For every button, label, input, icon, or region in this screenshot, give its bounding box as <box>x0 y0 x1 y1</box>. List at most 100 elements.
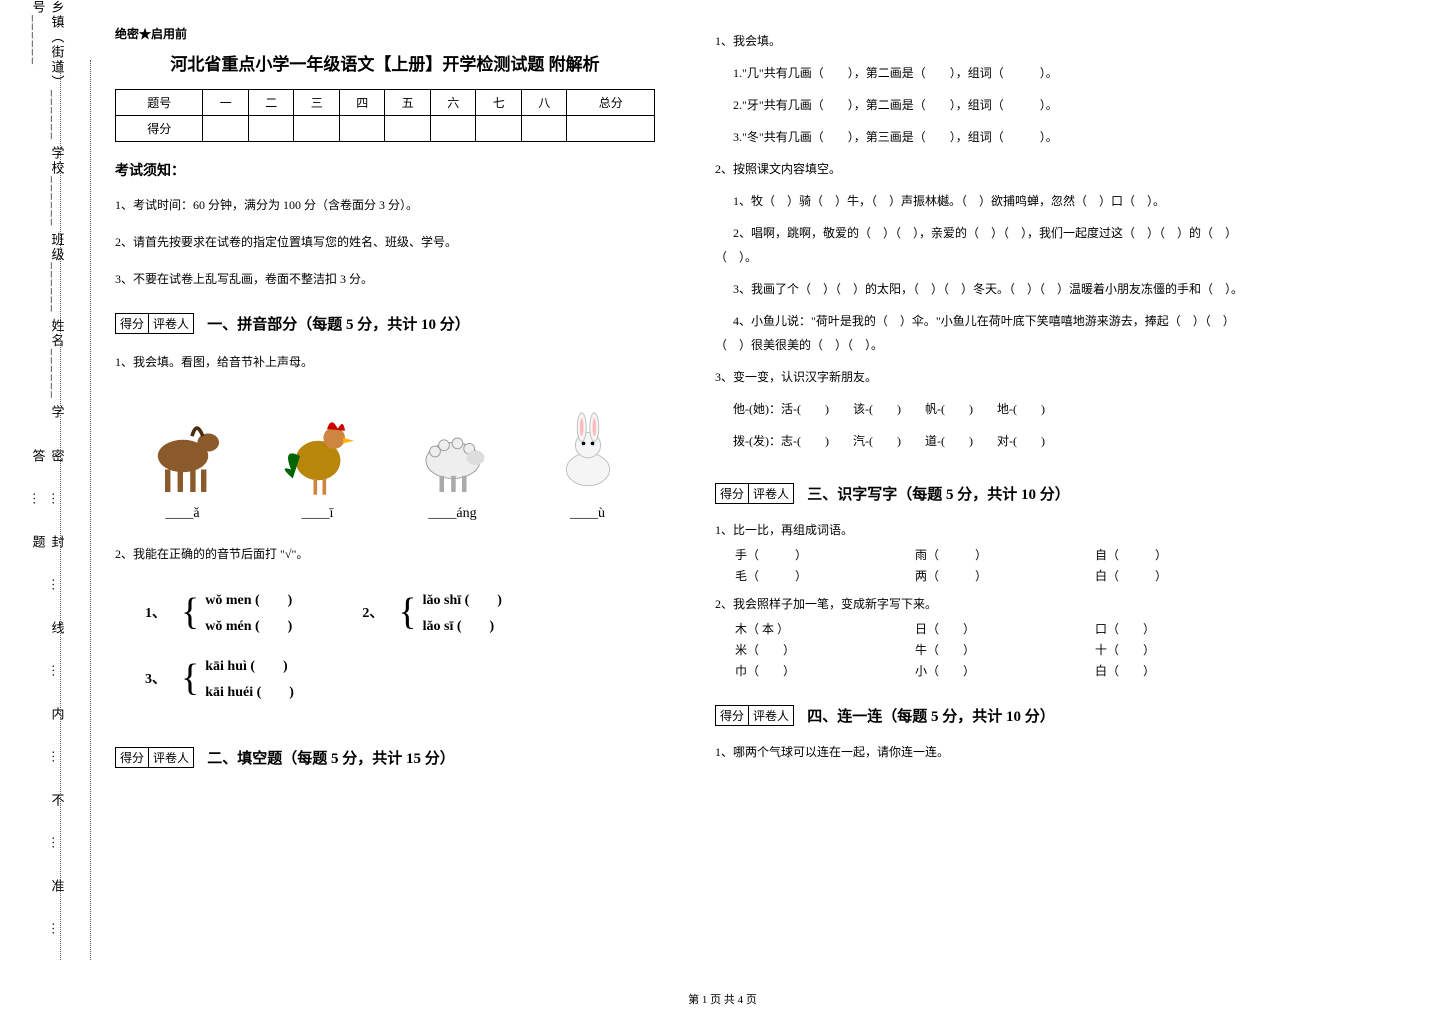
marker: 封 <box>50 535 65 578</box>
cell: 自（ ） <box>1095 546 1255 563</box>
cell: 木（ 本 ） <box>735 620 895 637</box>
cell: 手（ ） <box>735 546 895 563</box>
cell: 小（ ） <box>915 662 1075 679</box>
q2-3-stem: 3、变一变，认识汉字新朋友。 <box>715 365 1255 389</box>
td <box>203 116 249 142</box>
q1-1-stem: 1、我会填。看图，给音节补上声母。 <box>115 352 655 374</box>
q3-1-grid: 手（ ） 雨（ ） 自（ ） 毛（ ） 两（ ） 白（ ） <box>735 546 1255 584</box>
cell: 毛（ ） <box>735 567 895 584</box>
cell: 白（ ） <box>1095 662 1255 679</box>
marker: 内 <box>50 707 65 750</box>
scorebox-grader: 评卷人 <box>749 706 793 725</box>
scorebox-grader: 评卷人 <box>749 484 793 503</box>
q3-1-stem: 1、比一比，再组成词语。 <box>715 518 1255 542</box>
scorebox-score: 得分 <box>716 484 749 503</box>
column-right: 1、我会填。 1."几"共有几画（ ），第二画是（ ），组词（ ）。 2."牙"… <box>715 25 1255 975</box>
brace-icon: { <box>398 593 416 631</box>
th: 总分 <box>567 90 655 116</box>
cell: 雨（ ） <box>915 546 1075 563</box>
image-rabbit <box>543 392 633 502</box>
group-num: 2、 <box>362 602 386 622</box>
section-2-title: 二、填空题（每题 5 分，共计 15 分） <box>207 747 455 768</box>
q2-3-line: 拨-(发)：志-( ) 汽-( ) 道-( ) 对-( ) <box>715 429 1255 453</box>
scorebox: 得分 评卷人 <box>715 705 794 726</box>
scorebox: 得分 评卷人 <box>715 483 794 504</box>
scorebox-grader: 评卷人 <box>149 314 193 333</box>
q1-1-images <box>115 392 655 502</box>
main-content: 绝密★启用前 河北省重点小学一年级语文【上册】开学检测试题 附解析 题号 一 二… <box>115 25 1395 975</box>
section-1-title: 一、拼音部分（每题 5 分，共计 10 分） <box>207 313 470 334</box>
section-2-header: 得分 评卷人 二、填空题（每题 5 分，共计 15 分） <box>115 747 655 768</box>
marker: 答 <box>31 449 46 492</box>
q2-1-line: 2."牙"共有几画（ ），第二画是（ ），组词（ ）。 <box>715 93 1255 117</box>
td <box>339 116 385 142</box>
q1-2-block: 1、 { wǒ men ( ) wǒ mén ( ) 2、 { lǎo shī … <box>145 583 655 707</box>
section-4-header: 得分 评卷人 四、连一连（每题 5 分，共计 10 分） <box>715 705 1255 726</box>
q4-1-stem: 1、哪两个气球可以连在一起，请你连一连。 <box>715 740 1255 764</box>
td <box>476 116 522 142</box>
score-table: 题号 一 二 三 四 五 六 七 八 总分 得分 <box>115 89 655 142</box>
section-3-title: 三、识字写字（每题 5 分，共计 10 分） <box>807 483 1070 504</box>
cell: 口（ ） <box>1095 620 1255 637</box>
brace-group-3: 3、 { kāi huì ( ) kāi huéi ( ) <box>145 655 655 701</box>
th: 一 <box>203 90 249 116</box>
field-school: 学校______ <box>50 146 65 227</box>
section-4-title: 四、连一连（每题 5 分，共计 10 分） <box>807 705 1055 726</box>
scorebox-score: 得分 <box>716 706 749 725</box>
dotted-line-1 <box>60 60 61 960</box>
pinyin-option: wǒ mén ( ) <box>205 619 292 634</box>
image-horse <box>138 392 228 502</box>
td <box>430 116 476 142</box>
th: 八 <box>521 90 567 116</box>
image-sheep <box>408 392 498 502</box>
q2-2-line: 2、唱啊，跳啊，敬爱的（ ）（ ），亲爱的（ ）（ ），我们一起度过这（ ）（ … <box>715 221 1255 269</box>
td <box>294 116 340 142</box>
dotted-line-2 <box>90 60 91 960</box>
image-rooster <box>273 392 363 502</box>
td-label: 得分 <box>116 116 203 142</box>
q3-2-stem: 2、我会照样子加一笔，变成新字写下来。 <box>715 592 1255 616</box>
td <box>248 116 294 142</box>
score-value-row: 得分 <box>116 116 655 142</box>
td <box>521 116 567 142</box>
marker: 线 <box>50 621 65 664</box>
th: 三 <box>294 90 340 116</box>
pinyin-blank: ____ù <box>553 506 623 522</box>
field-class: 班级______ <box>50 233 65 314</box>
th: 七 <box>476 90 522 116</box>
secret-label: 绝密★启用前 <box>115 25 655 42</box>
field-town: 乡镇（街道）______ <box>50 0 65 141</box>
pinyin-option: wǒ men ( ) <box>205 593 292 608</box>
cell: 米（ ） <box>735 641 895 658</box>
pinyin-option: kāi huéi ( ) <box>205 685 294 700</box>
cell: 巾（ ） <box>735 662 895 679</box>
q1-2-stem: 2、我能在正确的的音节后面打 "√"。 <box>115 544 655 566</box>
brace-icon: { <box>181 593 199 631</box>
marker: 密 <box>50 449 65 492</box>
group-num: 3、 <box>145 668 169 688</box>
exam-title: 河北省重点小学一年级语文【上册】开学检测试题 附解析 <box>115 50 655 75</box>
scorebox-score: 得分 <box>116 748 149 767</box>
pinyin-option: lǎo sī ( ) <box>423 619 495 634</box>
cell: 十（ ） <box>1095 641 1255 658</box>
notice-item: 1、考试时间：60 分钟，满分为 100 分（含卷面分 3 分）。 <box>115 196 655 213</box>
cell: 两（ ） <box>915 567 1075 584</box>
cell: 白（ ） <box>1095 567 1255 584</box>
page-footer: 第 1 页 共 4 页 <box>0 991 1445 1007</box>
q2-2-stem: 2、按照课文内容填空。 <box>715 157 1255 181</box>
brace-group-2: 2、 { lǎo shī ( ) lǎo sī ( ) <box>362 589 502 635</box>
pinyin-blank: ____áng <box>418 506 488 522</box>
q2-2-line: 3、我画了个（ ）（ ）的太阳，（ ）（ ）冬天。（ ）（ ）温暖着小朋友冻僵的… <box>715 277 1255 301</box>
scorebox: 得分 评卷人 <box>115 747 194 768</box>
section-3-header: 得分 评卷人 三、识字写字（每题 5 分，共计 10 分） <box>715 483 1255 504</box>
th: 五 <box>385 90 431 116</box>
brace-group-1: 1、 { wǒ men ( ) wǒ mén ( ) <box>145 589 292 635</box>
th: 六 <box>430 90 476 116</box>
binding-sidebar: 乡镇（街道）______ 学校______ 班级______ 姓名______ … <box>0 0 95 1019</box>
th: 题号 <box>116 90 203 116</box>
pinyin-blank: ____ǎ <box>148 506 218 522</box>
pinyin-blank: ____ī <box>283 506 353 522</box>
notice-heading: 考试须知： <box>115 160 655 180</box>
score-header-row: 题号 一 二 三 四 五 六 七 八 总分 <box>116 90 655 116</box>
q2-3-line: 他-(她)：活-( ) 该-( ) 帆-( ) 地-( ) <box>715 397 1255 421</box>
